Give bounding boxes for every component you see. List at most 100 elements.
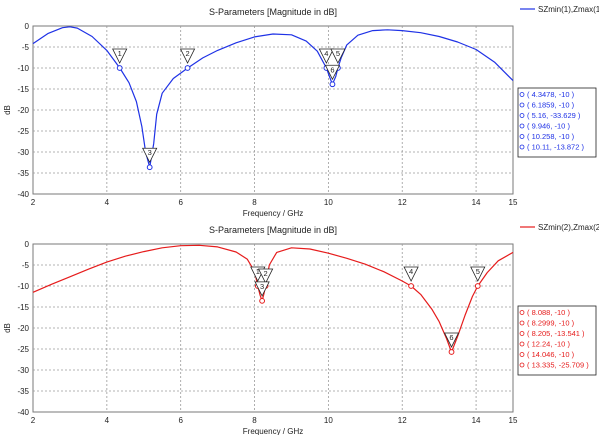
marker-readout-label: ( 9.946, -10 )	[527, 122, 570, 131]
marker-callout	[112, 48, 128, 64]
x-axis-label: Frequency / GHz	[243, 209, 303, 218]
marker-callout	[470, 266, 486, 282]
y-tick-label: -20	[17, 106, 29, 115]
y-tick-label: -10	[17, 282, 29, 291]
y-tick-label: -15	[17, 303, 29, 312]
marker-readout-dot	[519, 144, 525, 150]
marker-callout	[443, 332, 460, 348]
marker-readout-dot	[519, 102, 525, 108]
x-tick-label: 12	[398, 416, 407, 425]
y-tick-label: -25	[17, 345, 29, 354]
y-tick-label: -15	[17, 85, 29, 94]
marker-readout-label: ( 10.258, -10 )	[527, 132, 575, 141]
y-tick-label: -40	[17, 408, 29, 417]
marker-readout-dot	[519, 113, 525, 118]
y-tick-label: 0	[25, 22, 30, 31]
marker-readout-label: ( 6.1859, -10 )	[527, 101, 575, 110]
marker-readout-box	[517, 305, 597, 376]
marker-id: 1	[256, 267, 260, 276]
marker-readout-dot	[519, 341, 525, 347]
marker-id: 3	[260, 282, 264, 291]
marker-callout	[179, 48, 196, 64]
marker-readout-dot	[519, 331, 525, 336]
marker-point	[116, 65, 123, 71]
marker-point	[474, 283, 481, 289]
marker-point	[329, 81, 336, 88]
x-tick-label: 10	[324, 198, 333, 207]
x-tick-label: 14	[472, 198, 481, 207]
legend-entry: SZmin(1),Zmax(1)	[538, 5, 599, 14]
chart-bottom: S-Parameters [Magnitude in dB] 0 -5 -10 -15 -…	[3, 223, 599, 435]
marker-readout-label: ( 8.2999, -10 )	[527, 319, 575, 328]
marker-id: 4	[409, 267, 413, 276]
marker-readout-box	[517, 87, 597, 158]
marker-callout	[324, 64, 341, 81]
marker-id: 3	[148, 148, 152, 157]
marker-callout	[330, 48, 346, 64]
y-axis-label: dB	[3, 105, 12, 115]
marker-readout-dot	[519, 123, 525, 129]
y-tick-label: 0	[25, 240, 30, 249]
marker-readout-label: ( 5.16, -33.629 )	[527, 111, 581, 120]
marker-point	[184, 65, 191, 71]
marker-callout	[403, 266, 419, 282]
marker-readout-label: ( 13.335, -25.709 )	[527, 361, 589, 370]
marker-readout-dot	[519, 134, 525, 139]
marker-readout-label: ( 12.24, -10 )	[527, 340, 570, 349]
marker-id: 4	[324, 49, 328, 58]
legend-entry: SZmin(2),Zmax(2)	[538, 223, 599, 232]
marker-point	[146, 164, 153, 171]
marker-id: 6	[449, 333, 453, 342]
chart-title: S-Parameters [Magnitude in dB]	[209, 225, 337, 235]
chart-title: S-Parameters [Magnitude in dB]	[209, 7, 337, 17]
x-tick-label: 2	[31, 198, 36, 207]
x-tick-label: 4	[105, 198, 110, 207]
y-axis-label: dB	[3, 323, 12, 333]
marker-readout-dot	[519, 362, 525, 368]
y-tick-label: -5	[22, 261, 30, 270]
marker-point	[408, 283, 414, 289]
y-tick-label: -30	[17, 366, 29, 375]
marker-id: 1	[118, 49, 122, 58]
x-tick-label: 12	[398, 198, 407, 207]
marker-callout	[254, 281, 270, 297]
marker-callout	[318, 48, 335, 64]
x-tick-label: 15	[509, 416, 518, 425]
y-tick-label: -35	[17, 169, 29, 178]
marker-point	[259, 297, 266, 304]
x-tick-label: 8	[252, 198, 257, 207]
x-tick-label: 6	[178, 198, 183, 207]
marker-readout-label: ( 10.11, -13.872 )	[527, 143, 584, 152]
series-line	[32, 244, 514, 353]
marker-id: 2	[264, 269, 268, 278]
marker-id: 2	[185, 49, 189, 58]
marker-point	[448, 349, 455, 355]
marker-readout-dot	[519, 310, 525, 315]
marker-readout-dot	[519, 92, 525, 97]
x-tick-label: 8	[252, 416, 257, 425]
y-tick-label: -10	[17, 64, 29, 73]
marker-id: 5	[336, 49, 340, 58]
marker-id: 5	[476, 267, 480, 276]
y-tick-label: -20	[17, 324, 29, 333]
x-tick-label: 2	[31, 416, 36, 425]
x-tick-label: 15	[509, 198, 518, 207]
x-tick-label: 14	[472, 416, 481, 425]
marker-readout-label: ( 4.3478, -10 )	[527, 90, 575, 99]
marker-readout-label: ( 8.205, -13.541 )	[527, 329, 585, 338]
marker-readout-dot	[519, 352, 525, 357]
marker-readout-dot	[519, 320, 525, 326]
x-tick-label: 4	[105, 416, 110, 425]
marker-readout-label: ( 8.088, -10 )	[527, 308, 570, 317]
x-tick-label: 6	[178, 416, 183, 425]
x-tick-label: 10	[324, 416, 333, 425]
x-axis-label: Frequency / GHz	[243, 427, 303, 435]
y-tick-label: -30	[17, 148, 29, 157]
y-tick-label: -5	[22, 43, 30, 52]
marker-id: 6	[330, 65, 334, 74]
y-tick-label: -25	[17, 127, 29, 136]
marker-callout	[142, 147, 158, 164]
marker-callout	[257, 268, 274, 284]
y-tick-label: -40	[17, 190, 29, 199]
